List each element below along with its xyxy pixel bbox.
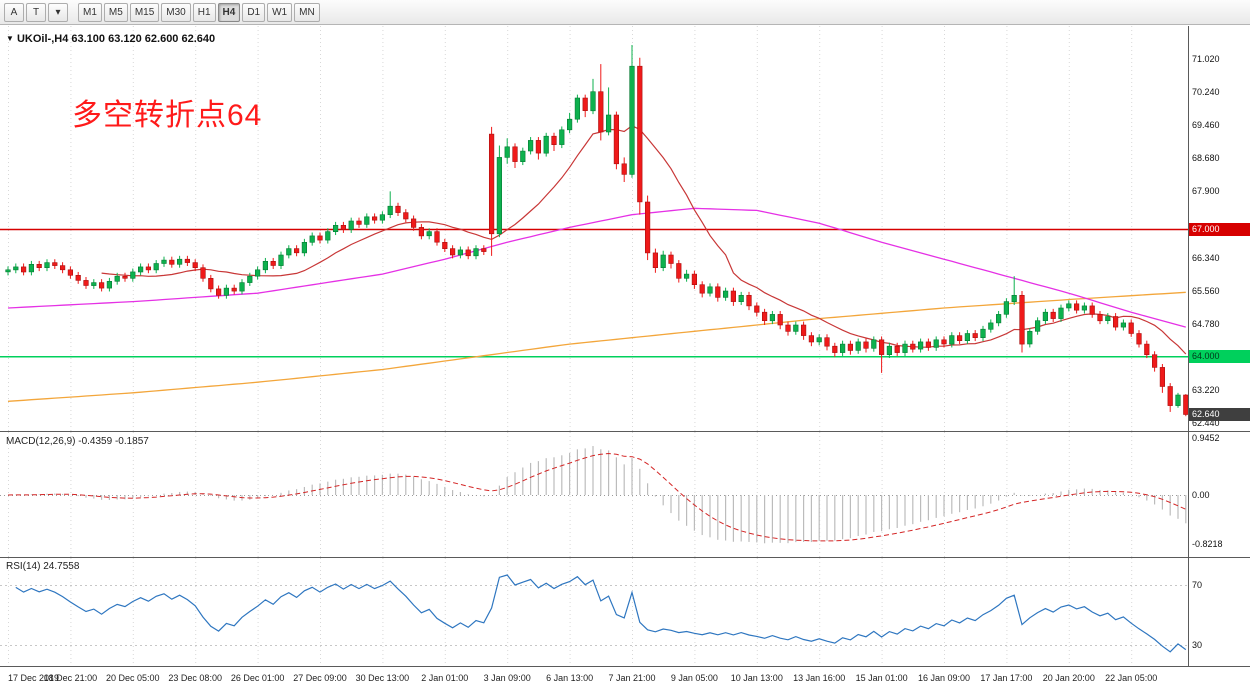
time-axis-label: 27 Dec 09:00 bbox=[293, 673, 347, 683]
toolbar: A T ▾ M1 M5 M15 M30 H1 H4 D1 W1 MN bbox=[0, 0, 1250, 25]
price-axis-label: 69.460 bbox=[1192, 120, 1220, 131]
time-axis-label: 13 Jan 16:00 bbox=[793, 673, 846, 683]
chart-annotation-text: 多空转折点64 bbox=[72, 99, 263, 132]
panel-divider bbox=[0, 666, 1250, 667]
rsi-axis-label: 70 bbox=[1192, 580, 1203, 590]
toolbar-separator bbox=[68, 12, 78, 13]
price-axis-label: 66.340 bbox=[1192, 252, 1220, 263]
price-axis-label: 71.020 bbox=[1192, 54, 1220, 64]
symbol-dropdown-icon[interactable]: ▼ bbox=[6, 34, 14, 43]
time-axis-label: 9 Jan 05:00 bbox=[670, 673, 718, 683]
timeframe-button-d1[interactable]: D1 bbox=[242, 2, 266, 22]
macd-label-name: MACD(12,26,9) bbox=[6, 436, 76, 447]
time-axis-label: 18 Dec 21:00 bbox=[43, 673, 98, 683]
price-level-badge: 64.000 bbox=[1189, 350, 1250, 364]
time-axis-label: 3 Jan 09:00 bbox=[483, 673, 531, 683]
time-axis-label: 2 Jan 01:00 bbox=[421, 673, 469, 683]
rsi-label-name: RSI(14) bbox=[6, 561, 41, 572]
timeframe-button-h4[interactable]: H4 bbox=[217, 2, 241, 22]
price-axis-label: 64.780 bbox=[1192, 318, 1220, 329]
price-axis-divider[interactable] bbox=[1188, 26, 1189, 667]
time-axis-label: 6 Jan 13:00 bbox=[546, 673, 594, 683]
macd-label-values: -0.4359 -0.1857 bbox=[78, 436, 149, 447]
price-level-badge: 67.000 bbox=[1189, 223, 1250, 237]
price-chart-canvas[interactable] bbox=[0, 26, 1250, 431]
timeframe-button-w1[interactable]: W1 bbox=[267, 2, 293, 22]
rsi-axis-label: 30 bbox=[1192, 640, 1203, 650]
time-axis-label: 15 Jan 01:00 bbox=[855, 673, 908, 683]
macd-axis-label: 0.00 bbox=[1192, 490, 1210, 500]
toolbar-tools: A T ▾ bbox=[4, 2, 68, 22]
macd-indicator-label: MACD(12,26,9) -0.4359 -0.1857 bbox=[6, 436, 149, 447]
time-axis-label: 22 Jan 05:00 bbox=[1105, 673, 1158, 683]
time-axis-label: 16 Jan 09:00 bbox=[917, 673, 971, 683]
time-axis-label: 26 Dec 01:00 bbox=[230, 673, 285, 683]
price-axis-label: 65.560 bbox=[1192, 285, 1220, 296]
rsi-label-value: 24.7558 bbox=[43, 561, 80, 572]
time-axis-label: 20 Dec 05:00 bbox=[106, 673, 160, 683]
time-axis-label: 17 Jan 17:00 bbox=[980, 673, 1033, 683]
time-axis-label: 23 Dec 08:00 bbox=[168, 673, 222, 683]
price-axis-label: 67.900 bbox=[1192, 186, 1220, 197]
macd-axis-label: 0.9452 bbox=[1192, 433, 1220, 444]
time-axis-label: 10 Jan 13:00 bbox=[730, 673, 783, 683]
current-price-badge: 62.640 bbox=[1189, 407, 1250, 421]
toolbar-timeframes: M1 M5 M15 M30 H1 H4 D1 W1 MN bbox=[78, 2, 320, 22]
rsi-canvas[interactable] bbox=[0, 558, 1250, 666]
timeframe-button-m1[interactable]: M1 bbox=[78, 2, 102, 22]
rsi-indicator-label: RSI(14) 24.7558 bbox=[6, 561, 79, 572]
time-axis-label: 20 Jan 20:00 bbox=[1042, 673, 1095, 683]
macd-axis-label: -0.8218 bbox=[1192, 539, 1223, 550]
panel-divider bbox=[0, 557, 1250, 558]
timeframe-button-mn[interactable]: MN bbox=[294, 2, 320, 22]
macd-canvas[interactable] bbox=[0, 432, 1250, 557]
time-axis-label: 17 Dec 2019 bbox=[8, 673, 60, 683]
symbol-ohlc-text: UKOil-,H4 63.100 63.120 62.600 62.640 bbox=[16, 33, 216, 45]
price-axis-label: 68.680 bbox=[1192, 153, 1220, 164]
time-axis-label: 30 Dec 13:00 bbox=[355, 673, 410, 683]
symbol-ohlc-readout: ▼ UKOil-,H4 63.100 63.120 62.600 62.640 bbox=[6, 33, 215, 45]
tool-button-draw-dropdown[interactable]: ▾ bbox=[48, 2, 68, 22]
price-axis-label: 63.220 bbox=[1192, 384, 1220, 395]
timeframe-button-m30[interactable]: M30 bbox=[161, 2, 191, 22]
time-axis-label: 7 Jan 21:00 bbox=[608, 673, 656, 683]
timeframe-button-h1[interactable]: H1 bbox=[192, 2, 216, 22]
price-axis-label: 62.440 bbox=[1192, 417, 1220, 428]
panel-divider bbox=[0, 431, 1250, 432]
timeframe-button-m15[interactable]: M15 bbox=[129, 2, 160, 22]
tool-button-annotate[interactable]: A bbox=[4, 2, 24, 22]
timeframe-button-m5[interactable]: M5 bbox=[103, 2, 128, 22]
tool-button-text[interactable]: T bbox=[26, 2, 46, 22]
price-axis-label: 70.240 bbox=[1192, 87, 1220, 98]
